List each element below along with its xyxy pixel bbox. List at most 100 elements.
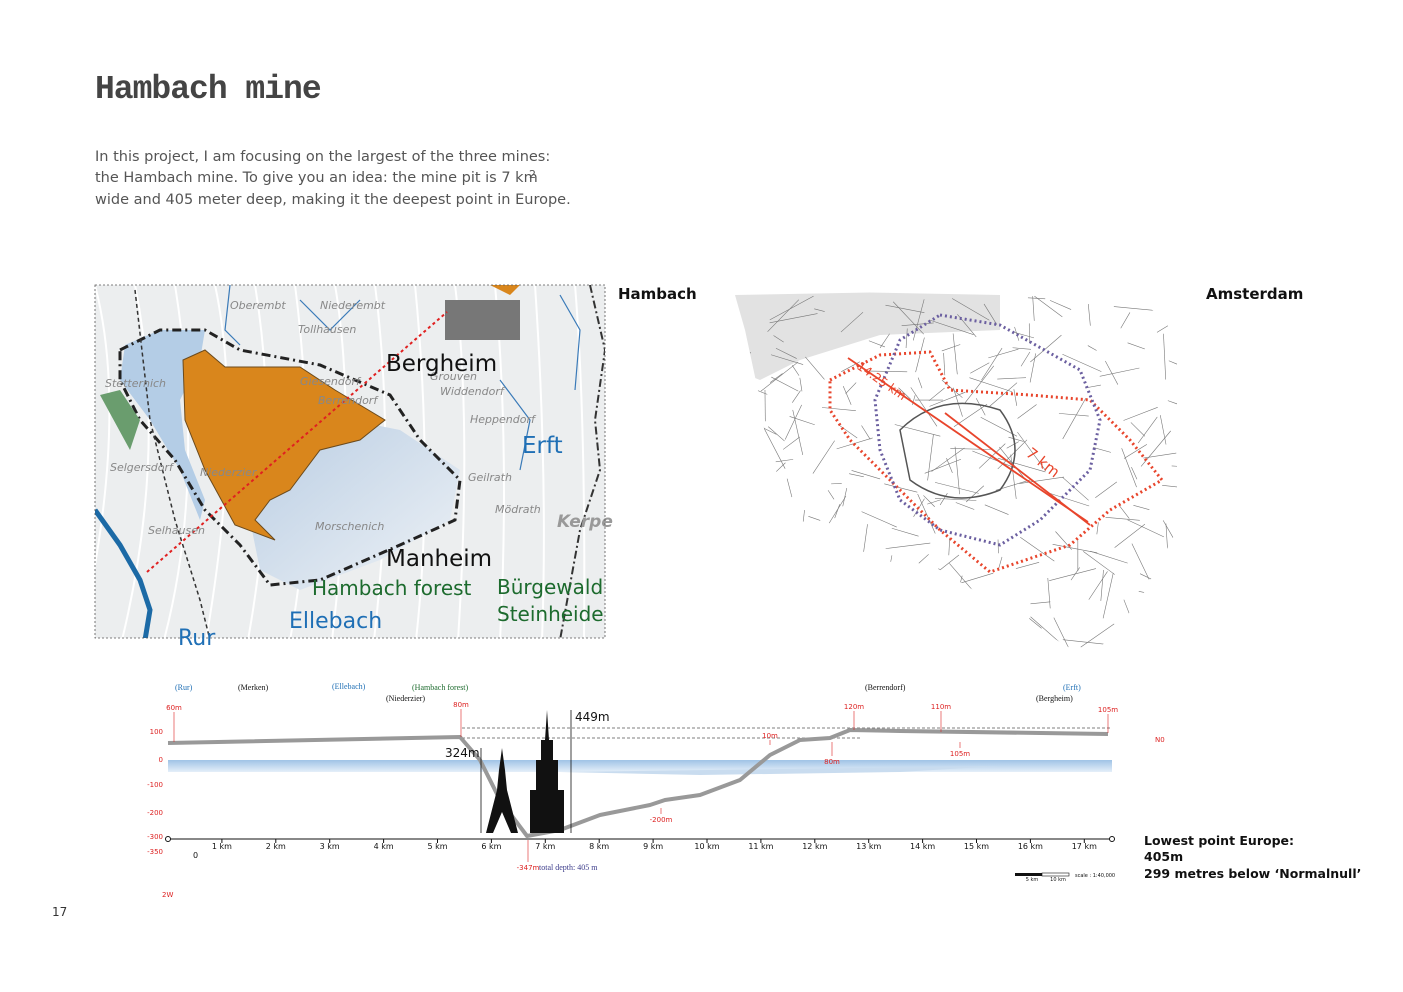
street (775, 347, 797, 359)
scale-bar (1015, 873, 1042, 876)
street (997, 377, 1026, 380)
street (827, 490, 835, 500)
pit-outline-overlay (828, 350, 1165, 574)
map-place: Widdendorf (440, 385, 506, 398)
street (769, 295, 814, 321)
street (988, 348, 1019, 359)
height-label: 105m (950, 750, 970, 758)
street (833, 592, 861, 612)
street (999, 446, 1026, 480)
street (1119, 505, 1130, 519)
note-line: 405m (1144, 849, 1183, 864)
street (954, 446, 960, 495)
map-place: Niederembt (320, 299, 386, 312)
street (1130, 422, 1146, 437)
street (760, 361, 799, 392)
river-rur (95, 508, 153, 638)
street (927, 499, 941, 505)
street (735, 656, 742, 660)
street (1123, 444, 1148, 459)
scale-bar (1041, 872, 1070, 877)
y-tick-label: -100 (147, 781, 163, 789)
street (877, 597, 882, 628)
profile-place: (Rur) (175, 683, 193, 692)
street (1012, 331, 1035, 339)
street (932, 605, 938, 633)
street (842, 386, 852, 405)
street (814, 308, 825, 312)
street (894, 424, 941, 437)
street (905, 328, 908, 348)
groundwater (560, 766, 1000, 775)
street (791, 365, 800, 376)
x-tick-label: 7 km (535, 842, 555, 851)
street (1010, 454, 1017, 499)
street (1121, 448, 1137, 488)
map-place: Mödrath (495, 503, 541, 516)
section-line (146, 311, 448, 573)
street (1091, 659, 1105, 660)
street (792, 390, 801, 403)
street (879, 620, 895, 636)
town (490, 285, 520, 295)
x-tick-label: 11 km (748, 842, 773, 851)
height-label: -347m (517, 864, 540, 872)
map-place: Heppendorf (470, 413, 537, 426)
street (1032, 296, 1035, 321)
street (1062, 398, 1087, 440)
street (1095, 481, 1118, 498)
street (1109, 647, 1119, 660)
map-caption: Hambach (618, 285, 697, 303)
intro-superscript: 2 (529, 168, 536, 181)
street (861, 425, 871, 440)
street (1168, 360, 1177, 366)
note-line: Lowest point Europe: (1144, 833, 1294, 848)
mine-boundary (118, 328, 462, 587)
street (1102, 572, 1114, 619)
street (1127, 342, 1145, 350)
map-place: Oberembt (230, 299, 286, 312)
map-place: Giesendorf (300, 375, 362, 388)
street (1062, 353, 1102, 372)
street (998, 556, 1003, 570)
street (1062, 476, 1089, 501)
street (1053, 617, 1071, 651)
map-frame (94, 284, 606, 639)
x-tick-label: 5 km (427, 842, 447, 851)
street (757, 607, 793, 632)
street (775, 588, 796, 596)
street (1157, 295, 1171, 315)
boundary-line (559, 285, 605, 638)
street (915, 337, 925, 373)
street (741, 447, 762, 478)
harbour-water (735, 290, 1000, 380)
street (962, 602, 977, 611)
map-label: Bergheim (386, 351, 497, 377)
landmark-height: 324m (445, 746, 480, 760)
ground-profile (167, 728, 1109, 838)
street (1088, 304, 1091, 326)
street (744, 422, 752, 446)
street (842, 488, 848, 507)
street (1090, 550, 1128, 564)
boundary-line (134, 289, 211, 638)
street (767, 299, 800, 332)
street (785, 562, 800, 610)
height-label: -200m (650, 816, 673, 824)
x-tick-label: 12 km (802, 842, 827, 851)
street (972, 643, 996, 651)
street (1170, 296, 1177, 308)
street (866, 630, 875, 656)
street (951, 575, 963, 616)
street (889, 618, 915, 648)
street (932, 617, 942, 646)
x-tick-label: 3 km (320, 842, 340, 851)
town-bergheim (445, 300, 520, 340)
y-tick-label: -300 (147, 833, 163, 841)
road (574, 285, 586, 638)
street (1008, 436, 1024, 442)
map-caption: Amsterdam (1206, 285, 1303, 303)
street (1015, 561, 1040, 569)
street (1146, 590, 1166, 595)
street (859, 650, 864, 660)
